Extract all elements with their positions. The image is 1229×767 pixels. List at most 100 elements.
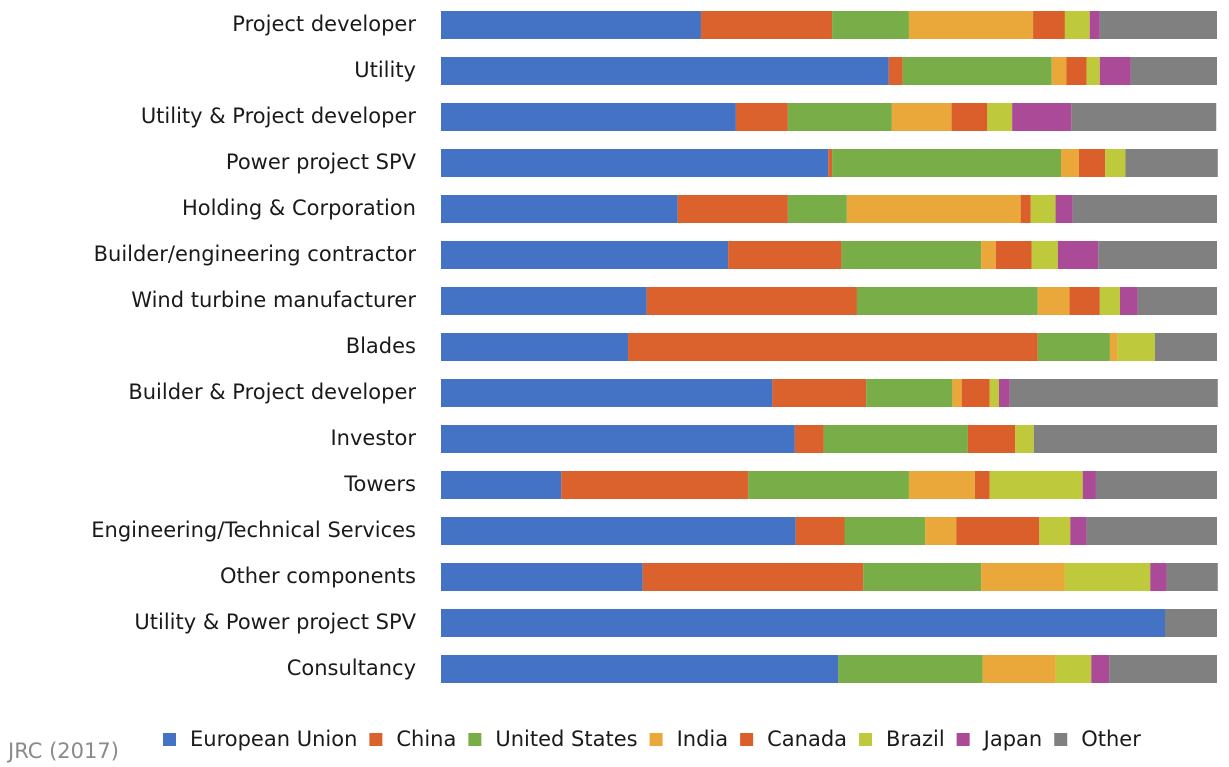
bar-segment xyxy=(1086,517,1217,545)
bar-segment xyxy=(863,563,982,591)
bar-segment xyxy=(642,563,864,591)
y-tick-label: Holding & Corporation xyxy=(182,196,416,220)
bar-segment xyxy=(908,11,1034,39)
bar-segment xyxy=(1072,195,1217,223)
bar-segment xyxy=(1030,195,1056,223)
bar-segment xyxy=(956,517,1040,545)
y-tick-label: Other components xyxy=(220,564,416,588)
bar-segment xyxy=(1009,379,1218,407)
bar-segment xyxy=(1099,287,1120,315)
bar-segment xyxy=(441,57,889,85)
legend-label: Canada xyxy=(767,727,847,751)
y-tick-label: Blades xyxy=(346,334,416,358)
bar-segment xyxy=(866,379,953,407)
y-tick-label: Project developer xyxy=(232,12,416,36)
bar-segment xyxy=(441,609,1166,637)
bar-segment xyxy=(902,57,1052,85)
legend-label: India xyxy=(677,727,729,751)
bar-segment xyxy=(1150,563,1167,591)
bar-segment xyxy=(1055,195,1073,223)
y-tick-label: Towers xyxy=(343,472,416,496)
legend-swatch xyxy=(649,733,663,746)
y-tick-label: Power project SPV xyxy=(226,150,417,174)
bar-segment xyxy=(974,471,990,499)
bar-segment xyxy=(1166,563,1218,591)
bar-segment xyxy=(700,11,833,39)
bar-segment xyxy=(832,11,909,39)
bar-segment xyxy=(1066,57,1087,85)
bar-segment xyxy=(1071,103,1217,131)
bar-segment xyxy=(1095,471,1217,499)
bar-segment xyxy=(1091,655,1110,683)
bar-segment xyxy=(838,655,983,683)
legend-swatch xyxy=(1054,733,1068,746)
bar-segment xyxy=(1033,425,1217,453)
bar-segment xyxy=(1033,11,1065,39)
bar-segment xyxy=(823,425,968,453)
legend-label: Other xyxy=(1081,727,1141,751)
bar-segment xyxy=(794,425,824,453)
bar-segment xyxy=(832,149,1062,177)
bar-segment xyxy=(995,241,1032,269)
bar-segment xyxy=(1051,57,1067,85)
bar-segment xyxy=(1061,149,1079,177)
bar-segment xyxy=(441,425,795,453)
bar-segment xyxy=(1099,57,1131,85)
bar-segment xyxy=(1117,333,1155,361)
bar-segment xyxy=(1070,517,1087,545)
bar-segment xyxy=(951,103,988,131)
legend-label: China xyxy=(396,727,456,751)
bar-segment xyxy=(844,517,926,545)
bar-segment xyxy=(1086,57,1100,85)
bar-segment xyxy=(981,563,1065,591)
legend-swatch xyxy=(468,733,482,746)
bar-segment xyxy=(441,563,643,591)
bar-segment xyxy=(1089,11,1100,39)
source: JRC (2017) xyxy=(6,739,119,763)
bar-segment xyxy=(441,517,796,545)
bar-segment xyxy=(1037,333,1110,361)
bar-segment xyxy=(677,195,788,223)
bar-segment xyxy=(1020,195,1031,223)
bar-segment xyxy=(1165,609,1217,637)
bar-segment xyxy=(1012,103,1072,131)
legend-label: Brazil xyxy=(886,727,945,751)
bar-segment xyxy=(1109,655,1217,683)
y-tick-label: Utility & Power project SPV xyxy=(134,610,416,634)
bar-segment xyxy=(561,471,749,499)
bar-segment xyxy=(735,103,788,131)
bar-segment xyxy=(846,195,1021,223)
bar-segment xyxy=(646,287,857,315)
bar-segment xyxy=(441,103,736,131)
bar-segment xyxy=(441,149,829,177)
legend-swatch xyxy=(740,733,754,746)
bar-segment xyxy=(787,195,847,223)
bar-segment xyxy=(795,517,845,545)
bar-segment xyxy=(952,379,962,407)
bar-segment xyxy=(787,103,892,131)
legend-label: Japan xyxy=(982,727,1043,751)
bar-segment xyxy=(1125,149,1218,177)
bar-segment xyxy=(961,379,990,407)
bar-segment xyxy=(441,241,729,269)
bar-segment xyxy=(1120,287,1138,315)
bar-segment xyxy=(1130,57,1217,85)
bar-segment xyxy=(1069,287,1100,315)
bar-segment xyxy=(1055,655,1092,683)
bar-segment xyxy=(1109,333,1118,361)
bar-segment xyxy=(987,103,1013,131)
bar-segment xyxy=(1082,471,1096,499)
bar-segment xyxy=(628,333,1038,361)
bar-segment xyxy=(1039,517,1071,545)
bar-segment xyxy=(1137,287,1217,315)
legend-swatch xyxy=(163,733,176,746)
legend-swatch xyxy=(859,733,873,746)
bar-segment xyxy=(1154,333,1217,361)
bar-segment xyxy=(1098,241,1217,269)
y-tick-label: Investor xyxy=(330,426,416,450)
bar-segment xyxy=(441,379,773,407)
y-tick-label: Consultancy xyxy=(287,656,416,680)
bar-segment xyxy=(1015,425,1034,453)
y-tick-label: Engineering/Technical Services xyxy=(91,518,416,542)
bar-segment xyxy=(1078,149,1106,177)
